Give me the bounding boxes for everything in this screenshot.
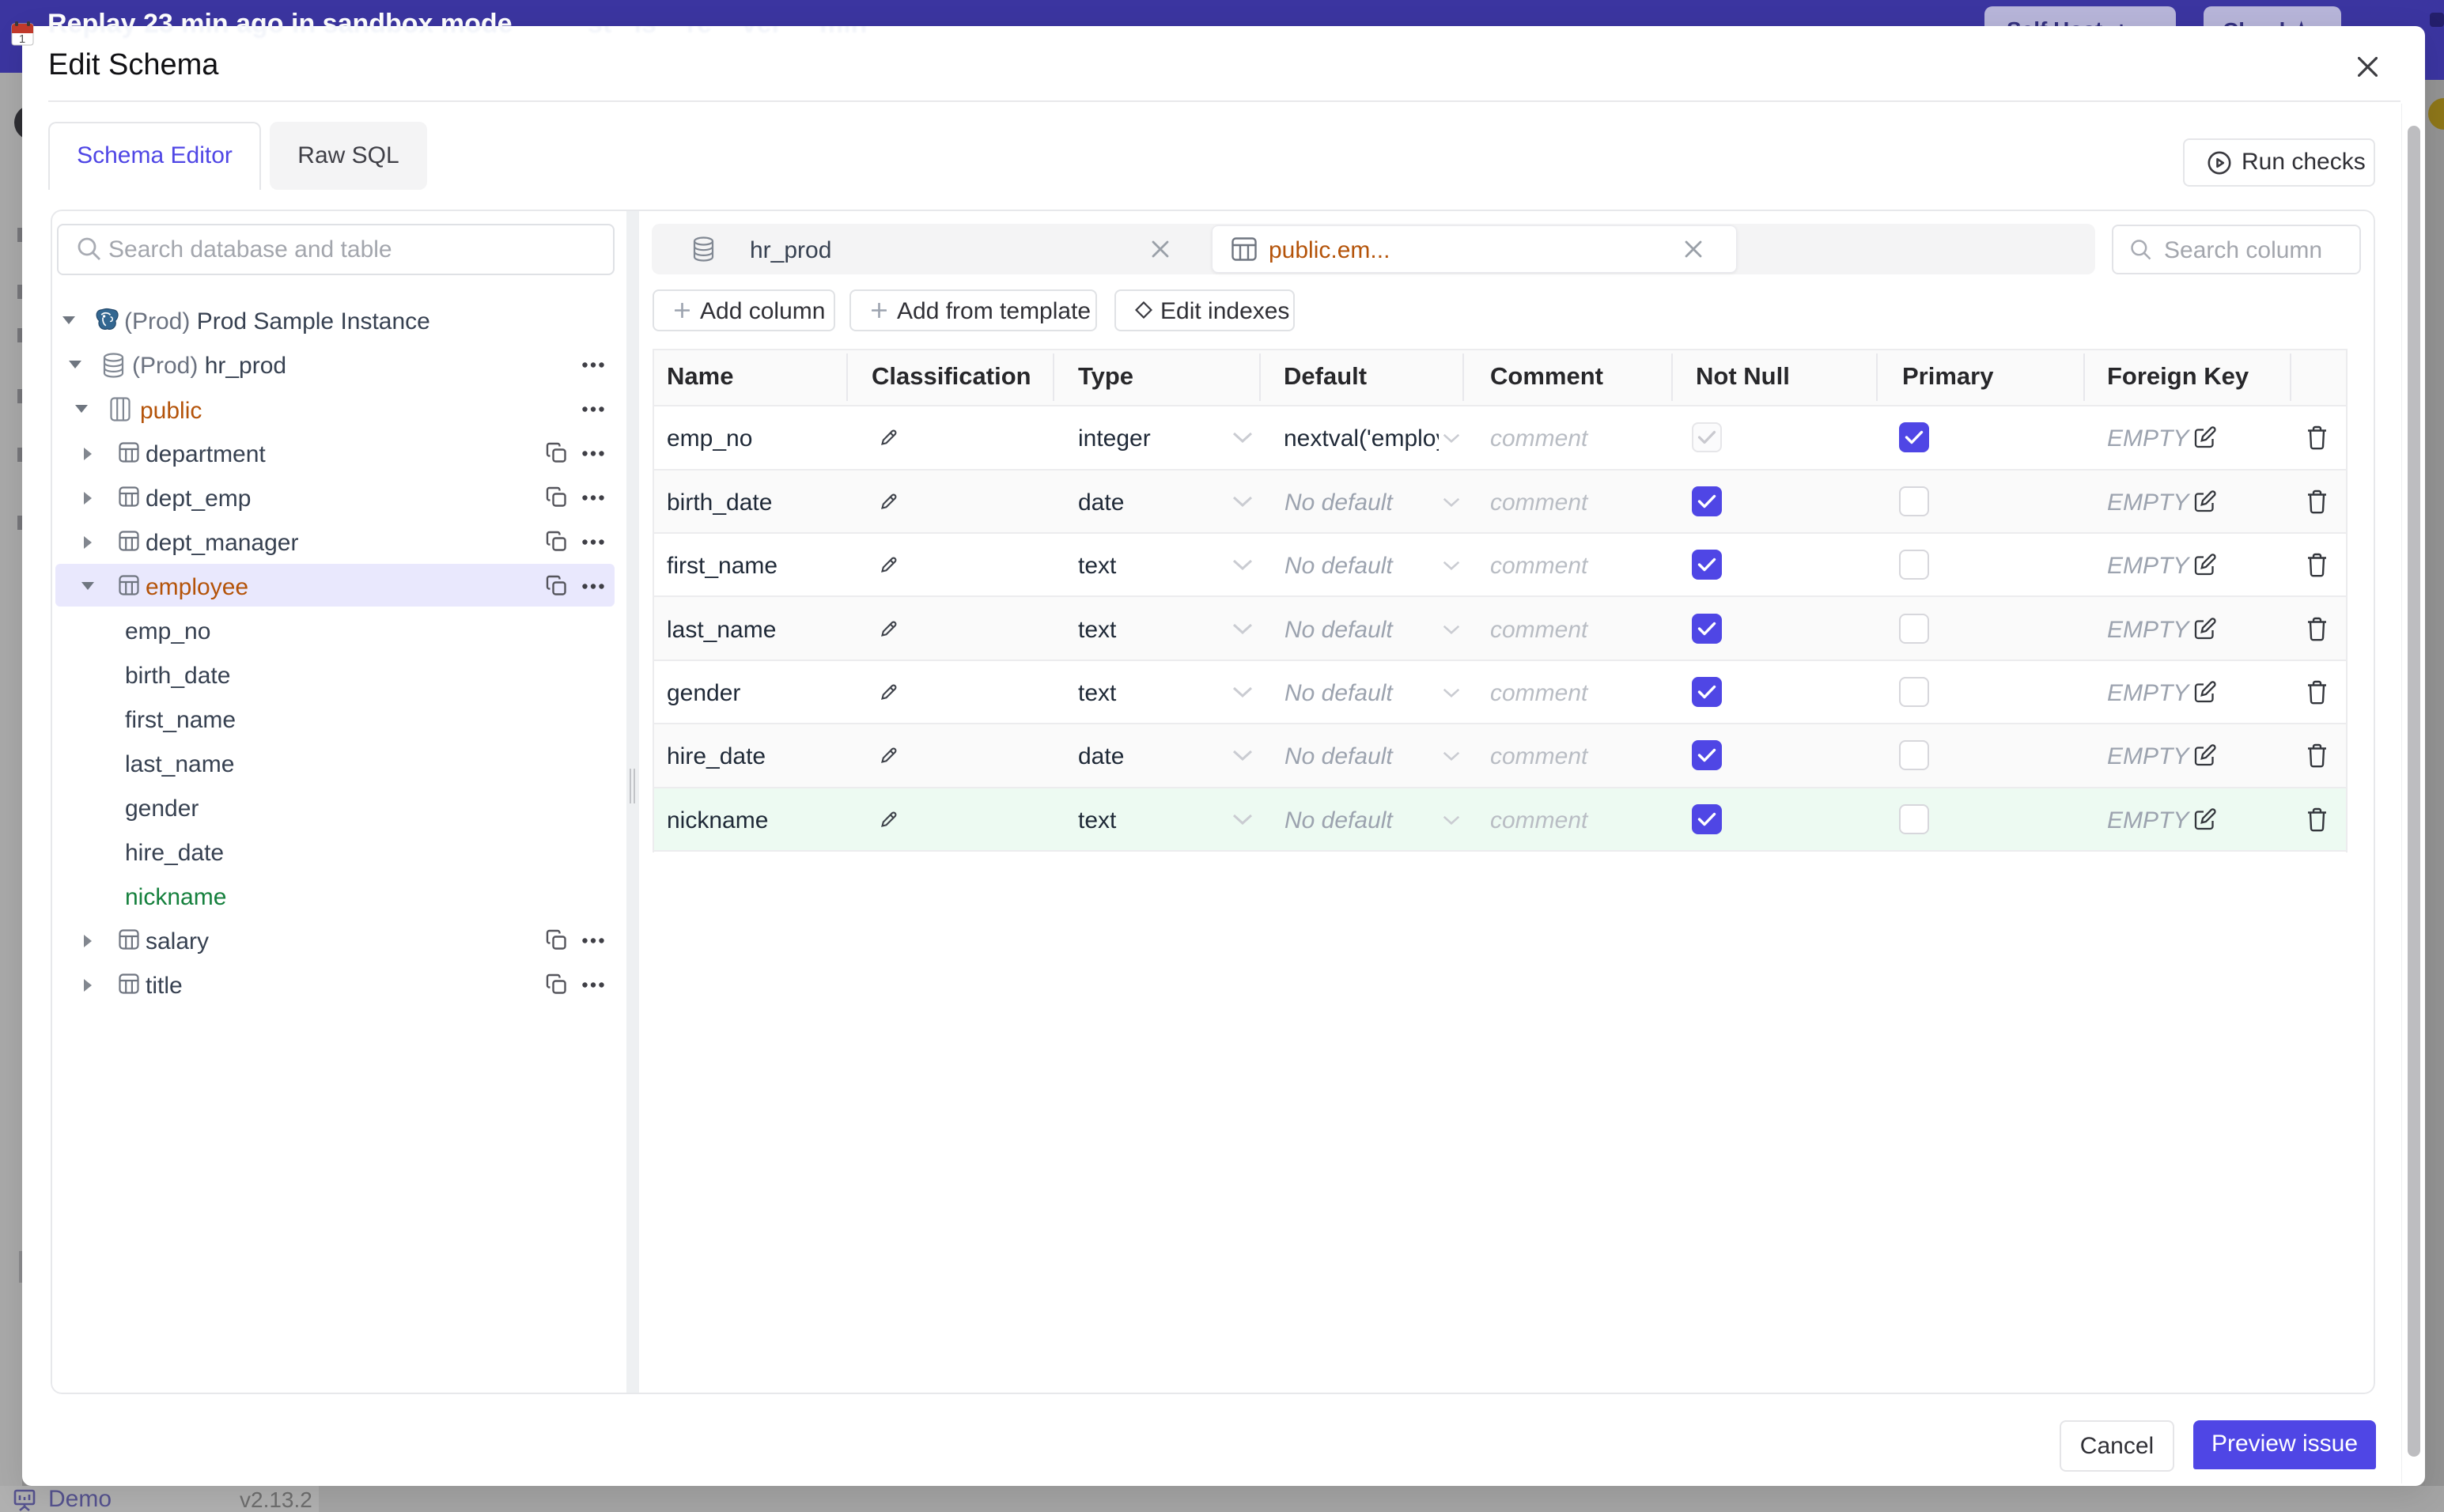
svg-text:1: 1 xyxy=(19,32,25,46)
